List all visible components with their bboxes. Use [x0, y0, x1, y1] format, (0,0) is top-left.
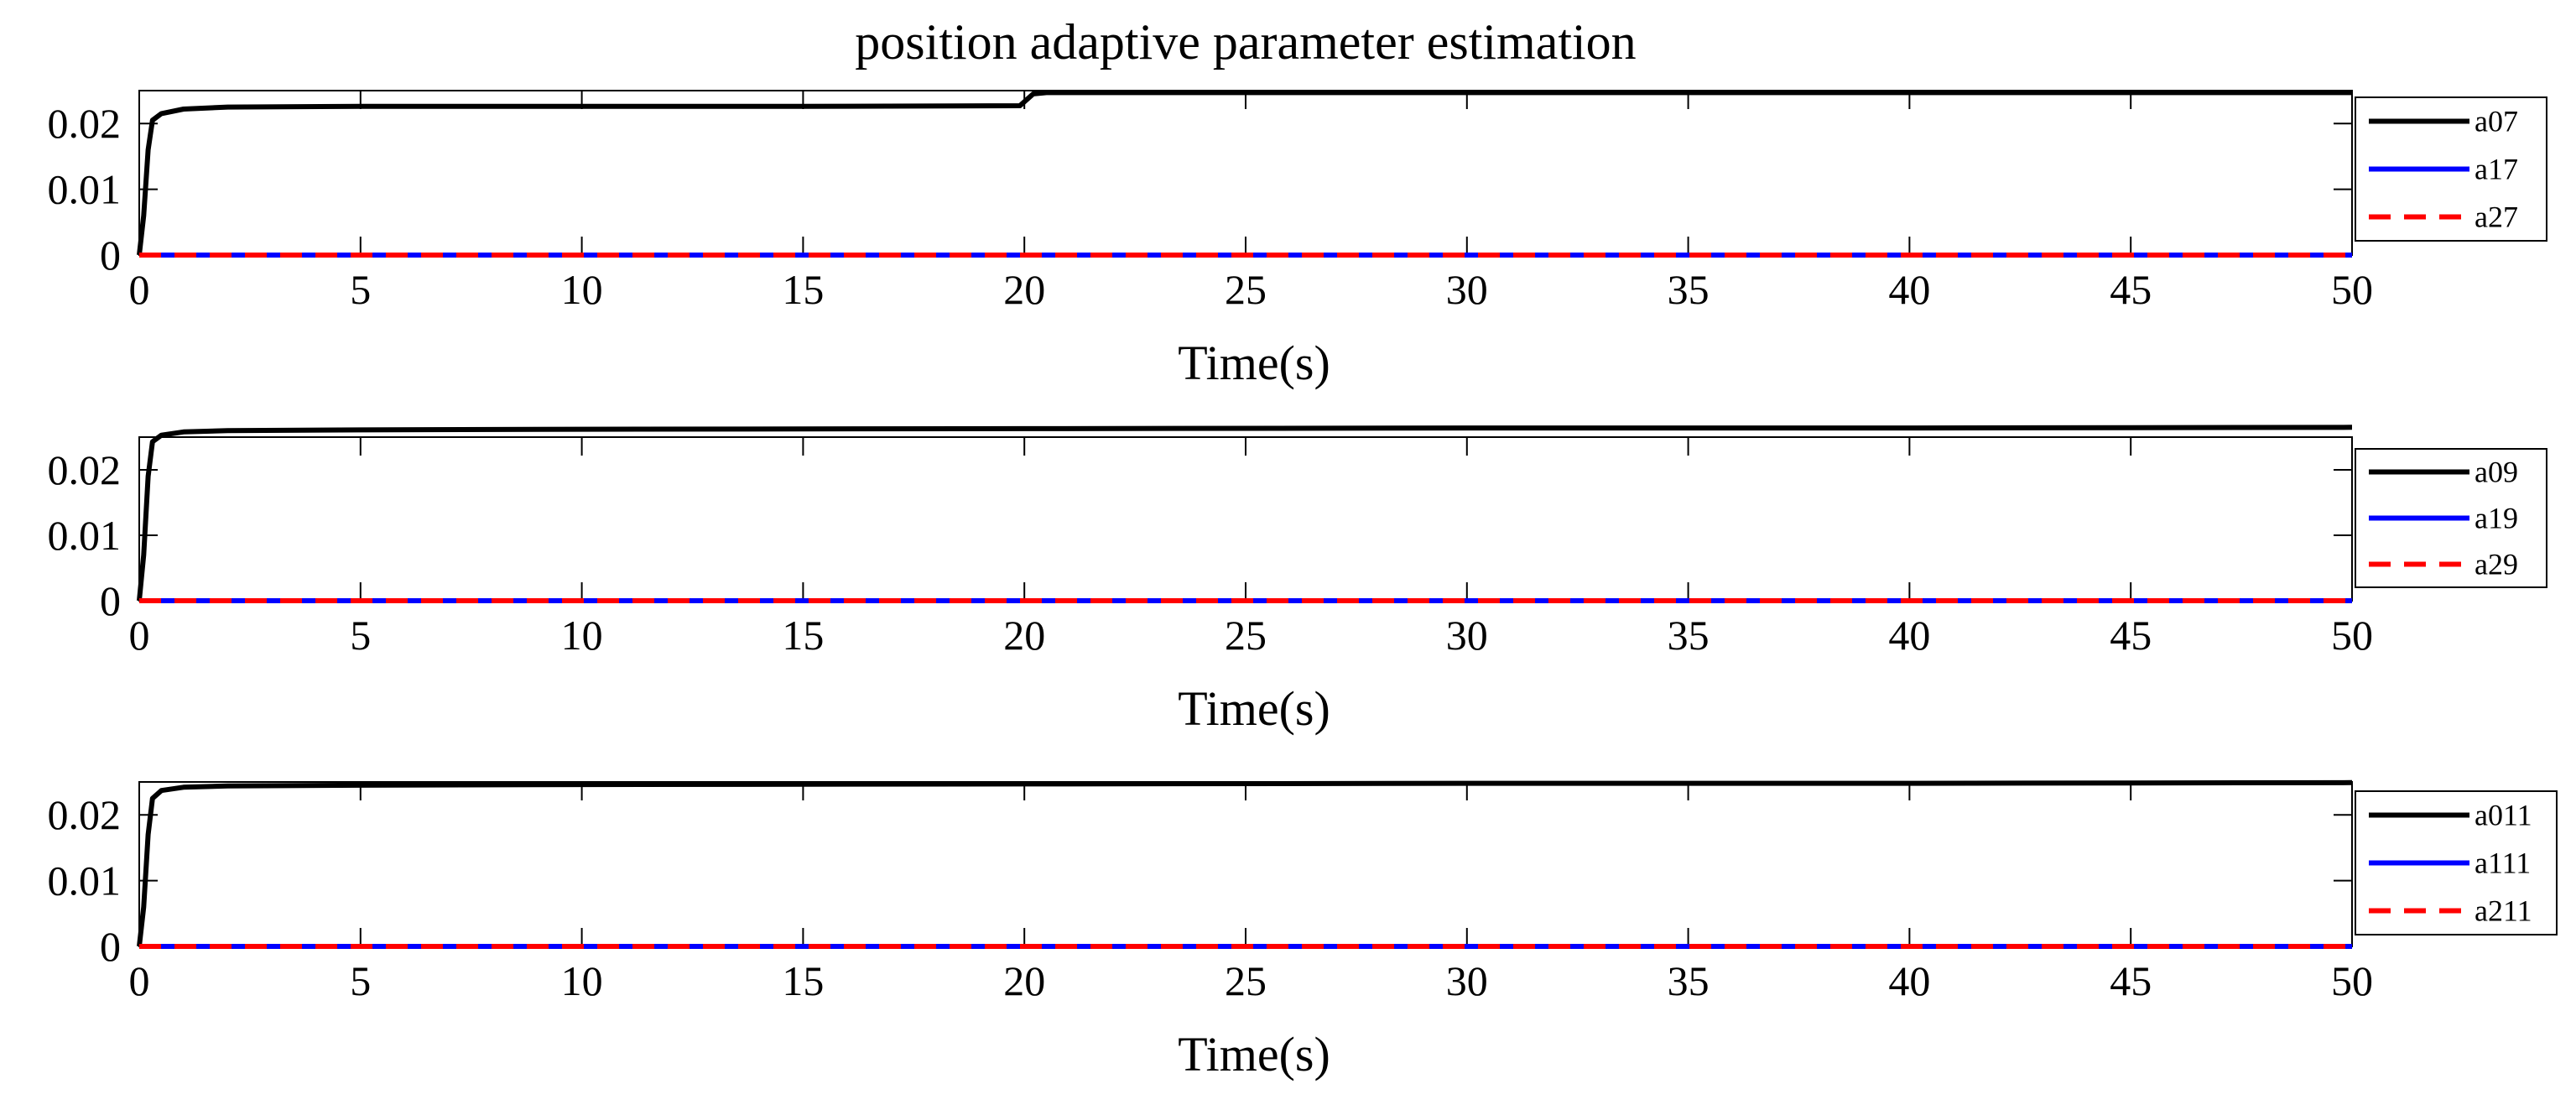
x-tick-label: 15: [782, 266, 824, 313]
x-tick-label: 45: [2110, 957, 2152, 1004]
x-tick-label: 15: [782, 612, 824, 659]
series-line-a07: [137, 90, 2352, 256]
x-tick-label: 45: [2110, 612, 2152, 659]
x-tick-label: 35: [1668, 612, 1710, 659]
legend-label-a111: a111: [2475, 847, 2531, 880]
y-tick-label: 0.01: [48, 166, 122, 213]
x-tick-label: 0: [129, 612, 150, 659]
y-tick-label: 0: [100, 577, 121, 624]
legend: a07 a17 a27: [2355, 96, 2547, 242]
subplot-2: 0 5 10 15 20 25 30 35 40 45 5000.010.02Time(s)a09a…: [48, 425, 2547, 736]
x-tick-label: 5: [350, 612, 371, 659]
x-tick-label: 30: [1446, 612, 1488, 659]
x-tick-label: 20: [1003, 266, 1045, 313]
x-tick-label: 15: [782, 957, 824, 1004]
x-tick-label: 10: [561, 957, 603, 1004]
axes-box: [138, 90, 2353, 256]
subplot-1: 0 5 10 15 20 25 30 35 40 45 5000.010.02Time(s)a07a…: [48, 90, 2547, 390]
y-tick-label: 0: [100, 923, 121, 970]
x-axis-label: Time(s): [1178, 1027, 1330, 1081]
figure-title: position adaptive parameter estimation: [855, 14, 1636, 70]
x-tick-label: 20: [1003, 612, 1045, 659]
y-tick-label: 0.02: [48, 446, 122, 493]
x-tick-label: 35: [1668, 957, 1710, 1004]
x-tick-label: 0: [129, 266, 150, 313]
x-tick-label: 30: [1446, 957, 1488, 1004]
legend-label-a29: a29: [2475, 548, 2518, 581]
x-tick-label: 35: [1668, 266, 1710, 313]
legend-label-a19: a19: [2475, 502, 2518, 535]
subplot-panels: 0 5 10 15 20 25 30 35 40 45 5000.010.02Time(s)a07a…: [48, 90, 2558, 1081]
x-tick-label: 40: [1888, 957, 1930, 1004]
x-tick-label: 10: [561, 266, 603, 313]
y-tick-label: 0: [100, 232, 121, 279]
legend-label-a07: a07: [2475, 105, 2518, 138]
y-tick-label: 0.01: [48, 512, 122, 559]
x-tick-label: 5: [350, 957, 371, 1004]
x-tick-label: 25: [1225, 957, 1267, 1004]
x-tick-label: 50: [2331, 957, 2373, 1004]
y-tick-label: 0.02: [48, 791, 122, 838]
series-line-a09: [137, 425, 2353, 602]
x-tick-label: 25: [1225, 266, 1267, 313]
x-axis-label: Time(s): [1178, 681, 1330, 736]
x-tick-label: 50: [2331, 612, 2373, 659]
legend-label-a27: a27: [2475, 201, 2518, 234]
axes-box: [138, 436, 2353, 602]
x-tick-label: 20: [1003, 957, 1045, 1004]
legend: a09 a19 a29: [2355, 448, 2547, 588]
y-tick-label: 0.01: [48, 857, 122, 904]
x-tick-label: 25: [1225, 612, 1267, 659]
legend: a011 a111 a211: [2355, 790, 2558, 935]
x-tick-label: 40: [1888, 612, 1930, 659]
x-axis-label: Time(s): [1178, 336, 1330, 390]
x-tick-label: 0: [129, 957, 150, 1004]
x-tick-label: 30: [1446, 266, 1488, 313]
series-line-a011: [137, 779, 2353, 947]
y-tick-label: 0.02: [48, 100, 122, 147]
legend-label-a011: a011: [2475, 799, 2532, 832]
x-tick-label: 40: [1888, 266, 1930, 313]
legend-label-a211: a211: [2475, 894, 2532, 928]
x-tick-label: 50: [2331, 266, 2373, 313]
x-tick-label: 45: [2110, 266, 2152, 313]
legend-label-a17: a17: [2475, 153, 2518, 186]
legend-label-a09: a09: [2475, 456, 2518, 489]
x-tick-label: 5: [350, 266, 371, 313]
x-tick-label: 10: [561, 612, 603, 659]
subplot-3: 0 5 10 15 20 25 30 35 40 45 50 0 0.01 0.02 Time(s) a011…: [48, 779, 2558, 1081]
axes-box: [138, 781, 2353, 947]
